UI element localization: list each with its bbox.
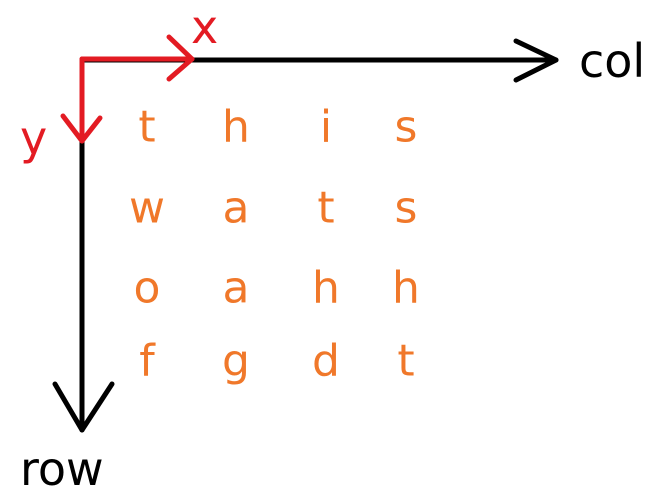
y-direction-arrowhead xyxy=(60,113,103,144)
grid-letter-r3-c1: g xyxy=(222,336,250,387)
grid-letter-r1-c1: a xyxy=(223,183,250,234)
grid-letter-r1-c2: t xyxy=(317,183,334,234)
grid-letter-r3-c3: t xyxy=(397,336,414,387)
row-axis-label: row xyxy=(20,442,104,496)
grid-letter-r0-c0: t xyxy=(138,102,155,153)
grid-letter-r0-c2: i xyxy=(320,102,332,153)
grid-letter-r2-c1: a xyxy=(223,263,250,314)
row-axis-arrowhead xyxy=(52,381,115,433)
x-direction-label: x xyxy=(191,0,218,54)
grid-letter-r3-c2: d xyxy=(312,336,340,387)
grid-letter-r0-c1: h xyxy=(222,102,250,153)
grid-letter-r1-c0: w xyxy=(129,183,165,234)
grid-letter-r2-c3: h xyxy=(392,263,420,314)
letter-grid: t h i sw a t so a h hf g d t xyxy=(129,102,420,387)
col-axis-arrowhead xyxy=(513,38,559,83)
grid-letter-r2-c0: o xyxy=(134,263,161,314)
grid-letter-r3-c0: f xyxy=(139,336,156,387)
col-axis-label: col xyxy=(579,34,645,88)
y-direction-label: y xyxy=(20,111,47,165)
grid-letter-r1-c3: s xyxy=(395,183,418,234)
x-direction-arrowhead xyxy=(166,34,195,82)
grid-letter-r0-c3: s xyxy=(395,102,418,153)
grid-letter-r2-c2: h xyxy=(312,263,340,314)
